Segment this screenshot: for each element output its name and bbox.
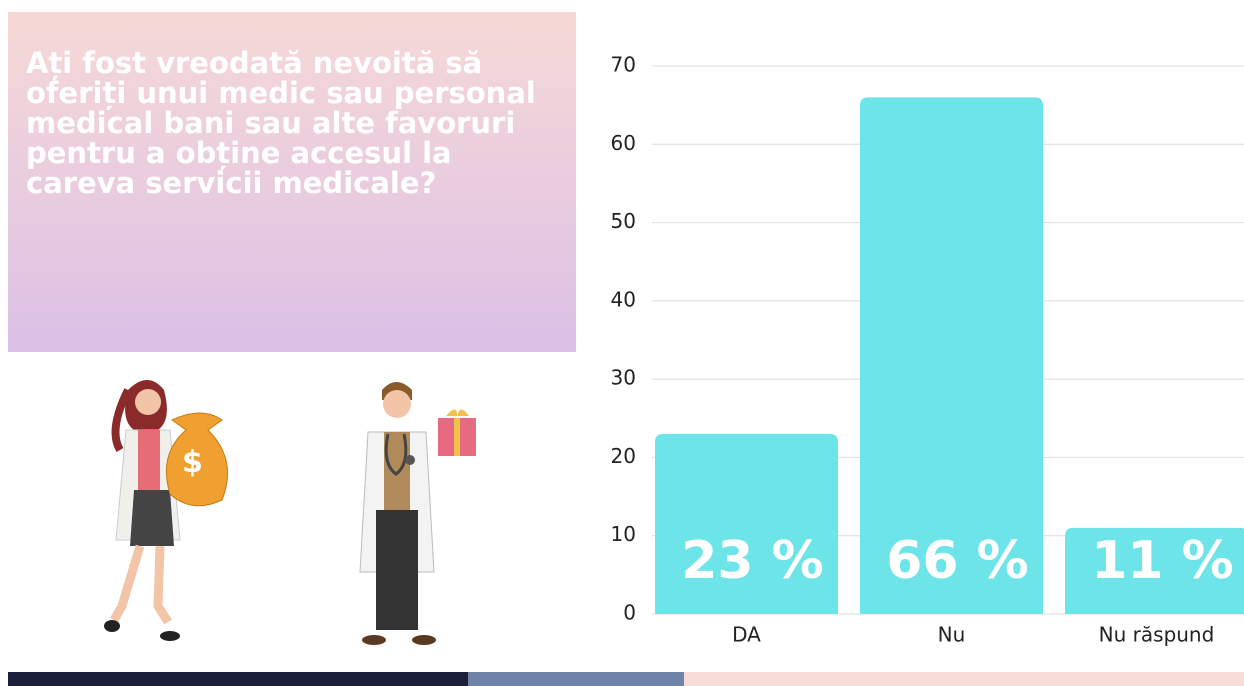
- footer-strip: [684, 672, 1244, 686]
- title-panel: [8, 12, 576, 352]
- value-label: 23 %: [681, 531, 824, 591]
- y-tick-label: 60: [611, 131, 636, 155]
- y-tick-label: 70: [611, 53, 636, 77]
- y-tick-label: 30: [611, 366, 636, 390]
- y-tick-label: 0: [623, 601, 636, 625]
- y-tick-label: 10: [611, 522, 636, 546]
- svg-text:$: $: [182, 445, 203, 480]
- y-tick-label: 40: [611, 287, 636, 311]
- value-label: 11 %: [1091, 531, 1234, 591]
- illustration: $: [104, 380, 476, 645]
- y-tick-label: 50: [611, 209, 636, 233]
- x-tick-label: Nu: [938, 623, 966, 647]
- doctor-with-gift: [359, 382, 476, 645]
- bar: [860, 97, 1043, 615]
- bar: [1065, 527, 1244, 614]
- y-tick-label: 20: [611, 444, 636, 468]
- chart: 0 10 20 30 40 50 60 70 23 % DA 66 % Nu 11 % Nu răspun…: [611, 53, 1244, 647]
- footer-strip: [8, 672, 468, 686]
- chart-title: Ați fost vreodată nevoită să oferiți unu…: [26, 46, 536, 200]
- x-tick-label: Nu răspund: [1099, 623, 1215, 647]
- x-tick-label: DA: [732, 623, 761, 647]
- bar: [655, 433, 838, 614]
- woman-with-money: $: [104, 380, 229, 641]
- footer-strip: [468, 672, 684, 686]
- value-label: 66 %: [886, 531, 1029, 591]
